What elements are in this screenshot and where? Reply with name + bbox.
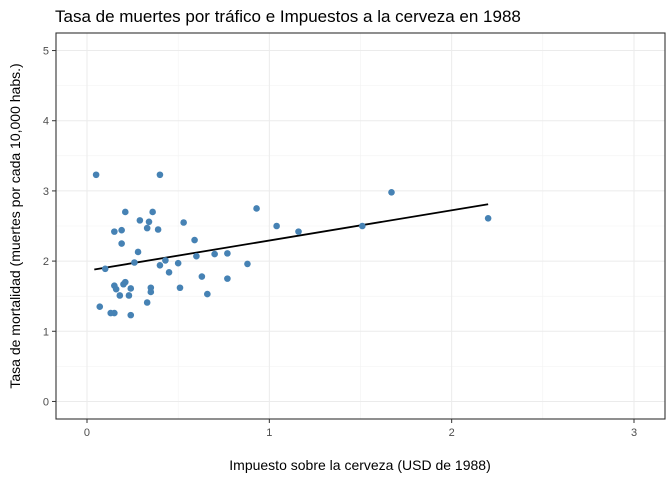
- data-points: [92, 171, 492, 319]
- x-tick-label: 1: [266, 427, 272, 439]
- x-tick-label: 0: [84, 427, 90, 439]
- y-tick-label: 3: [43, 186, 49, 198]
- data-point: [96, 303, 104, 311]
- data-point: [149, 208, 156, 216]
- x-tick-label: 2: [449, 427, 455, 439]
- data-point: [204, 290, 211, 298]
- data-point: [92, 171, 100, 179]
- data-point: [295, 228, 302, 235]
- data-point: [176, 284, 184, 292]
- x-axis-title: Impuesto sobre la cerveza (USD de 1988): [229, 457, 490, 473]
- data-point: [484, 214, 492, 222]
- data-point: [388, 189, 395, 196]
- data-point: [191, 236, 198, 244]
- y-tick-label: 0: [43, 396, 49, 408]
- data-point: [136, 217, 144, 224]
- data-point: [127, 285, 135, 292]
- major-gridlines: [56, 33, 665, 419]
- data-point: [125, 292, 133, 299]
- data-point: [193, 252, 200, 260]
- y-axis-title: Tasa de mortalidad (muertes por cada 10,…: [7, 63, 23, 388]
- y-tick-label: 1: [43, 326, 49, 338]
- data-point: [116, 292, 124, 299]
- data-point: [121, 278, 129, 286]
- data-point: [224, 250, 231, 257]
- plot-border: [55, 32, 666, 420]
- data-point: [162, 257, 169, 264]
- data-point: [112, 285, 120, 293]
- data-point: [127, 311, 135, 319]
- y-tick-label: 2: [43, 256, 49, 268]
- data-point: [143, 299, 151, 306]
- data-point: [154, 226, 162, 233]
- data-point: [156, 262, 164, 269]
- data-point: [165, 269, 173, 276]
- data-point: [198, 273, 206, 280]
- regression-line: [94, 203, 489, 271]
- data-point: [180, 219, 187, 226]
- data-point: [253, 205, 260, 212]
- data-point: [143, 224, 151, 232]
- data-point: [101, 265, 109, 273]
- y-axis-ticks: 0 1 2 3 4 5: [43, 46, 56, 408]
- data-point: [359, 222, 366, 230]
- data-point: [174, 259, 182, 267]
- data-point: [211, 250, 218, 258]
- x-axis-ticks: 0 1 2 3: [84, 419, 637, 439]
- data-point: [147, 284, 155, 292]
- data-point: [118, 240, 125, 247]
- data-point: [273, 222, 280, 230]
- data-point: [111, 228, 118, 235]
- chart-title: Tasa de muertes por tráfico e Impuestos …: [55, 7, 521, 26]
- data-point: [156, 171, 164, 179]
- x-tick-label: 3: [631, 427, 637, 439]
- y-tick-label: 5: [43, 46, 49, 58]
- data-point: [244, 260, 251, 268]
- data-point: [131, 259, 138, 266]
- data-point: [118, 226, 125, 234]
- data-point: [121, 208, 129, 216]
- data-point: [145, 218, 153, 226]
- y-tick-label: 4: [43, 116, 49, 128]
- fit-line-layer: [94, 203, 489, 271]
- data-point: [134, 248, 142, 256]
- data-point: [111, 309, 118, 317]
- data-point: [224, 275, 231, 282]
